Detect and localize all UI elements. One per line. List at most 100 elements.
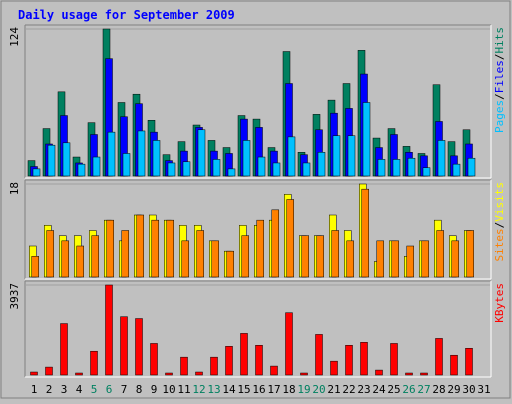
bar xyxy=(422,167,431,177)
bar xyxy=(165,372,173,376)
bar xyxy=(211,240,219,278)
x-tick-label: 14 xyxy=(222,383,236,396)
bar xyxy=(197,129,206,177)
bar xyxy=(212,159,221,177)
bar xyxy=(435,338,443,376)
bar xyxy=(137,130,146,177)
legend-entry: KBytes xyxy=(493,283,506,323)
bar xyxy=(136,214,144,278)
bar xyxy=(150,343,158,376)
bar xyxy=(465,348,473,376)
bar xyxy=(272,162,281,177)
x-tick-label: 11 xyxy=(177,383,190,396)
bar xyxy=(407,157,416,177)
bar xyxy=(392,159,401,177)
bar xyxy=(61,240,69,278)
bar xyxy=(76,245,84,278)
bar xyxy=(285,312,293,376)
legend: KBytes xyxy=(493,283,506,323)
bar xyxy=(166,219,174,278)
bar xyxy=(466,230,474,278)
bar xyxy=(302,162,311,177)
bar xyxy=(256,219,264,278)
bar xyxy=(90,350,98,376)
bar xyxy=(106,219,114,278)
legend-entry: Hits xyxy=(493,27,506,54)
bar xyxy=(180,356,188,376)
bar xyxy=(362,102,371,177)
legend-separator: / xyxy=(493,93,506,100)
bar xyxy=(47,144,56,177)
legend: Sites/Visits xyxy=(493,182,506,262)
bar xyxy=(452,163,461,177)
x-tick-label: 17 xyxy=(267,383,280,396)
x-tick-label: 6 xyxy=(106,383,113,396)
bar xyxy=(271,209,279,278)
bar xyxy=(227,168,236,177)
x-tick-label: 1 xyxy=(31,383,38,396)
bar xyxy=(377,159,386,177)
x-tick-label: 29 xyxy=(447,383,460,396)
bar xyxy=(77,163,86,177)
x-tick-label: 10 xyxy=(162,383,175,396)
bar xyxy=(182,161,191,177)
bar xyxy=(436,230,444,278)
bar xyxy=(376,240,384,278)
x-tick-label: 31 xyxy=(477,383,490,396)
bar xyxy=(375,369,383,376)
bar xyxy=(30,371,38,376)
bar xyxy=(361,188,369,278)
bar xyxy=(315,334,323,376)
x-tick-label: 12 xyxy=(192,383,205,396)
x-tick-label: 25 xyxy=(387,383,400,396)
bar xyxy=(420,372,428,376)
bar xyxy=(152,140,161,177)
bar xyxy=(195,371,203,376)
y-tick-label: 3937 xyxy=(8,283,21,310)
x-tick-label: 22 xyxy=(342,383,355,396)
bar xyxy=(242,140,251,177)
legend-separator: / xyxy=(493,54,506,61)
bar xyxy=(300,372,308,376)
chart-title: Daily usage for September 2009 xyxy=(18,8,235,22)
bar xyxy=(241,235,249,278)
x-tick-label: 7 xyxy=(121,383,128,396)
legend-entry: Visits xyxy=(493,182,506,222)
bar xyxy=(450,354,458,376)
x-tick-label: 4 xyxy=(76,383,83,396)
bar xyxy=(121,230,129,278)
bar xyxy=(92,156,101,177)
bar xyxy=(75,372,83,376)
legend-entry: Files xyxy=(493,60,506,93)
bar xyxy=(196,230,204,278)
x-tick-label: 27 xyxy=(417,383,430,396)
bar xyxy=(60,323,68,376)
bar xyxy=(347,135,356,177)
x-tick-label: 5 xyxy=(91,383,98,396)
bar xyxy=(62,142,71,177)
bar xyxy=(286,199,294,278)
x-tick-label: 18 xyxy=(282,383,295,396)
x-tick-label: 2 xyxy=(46,383,53,396)
legend: Pages/Files/Hits xyxy=(493,27,506,133)
bar xyxy=(91,235,99,278)
bar xyxy=(390,343,398,376)
x-tick-label: 28 xyxy=(432,383,445,396)
bar xyxy=(405,372,413,376)
bar xyxy=(345,345,353,376)
bar xyxy=(255,345,263,376)
bar xyxy=(346,240,354,278)
bar xyxy=(406,245,414,278)
x-tick-label: 3 xyxy=(61,383,68,396)
x-tick-label: 26 xyxy=(402,383,415,396)
bar xyxy=(301,235,309,278)
legend-separator: / xyxy=(493,222,506,229)
bar xyxy=(31,256,39,278)
y-tick-label: 124 xyxy=(8,27,21,47)
x-tick-label: 20 xyxy=(312,383,325,396)
bar xyxy=(46,230,54,278)
bar xyxy=(167,162,176,177)
